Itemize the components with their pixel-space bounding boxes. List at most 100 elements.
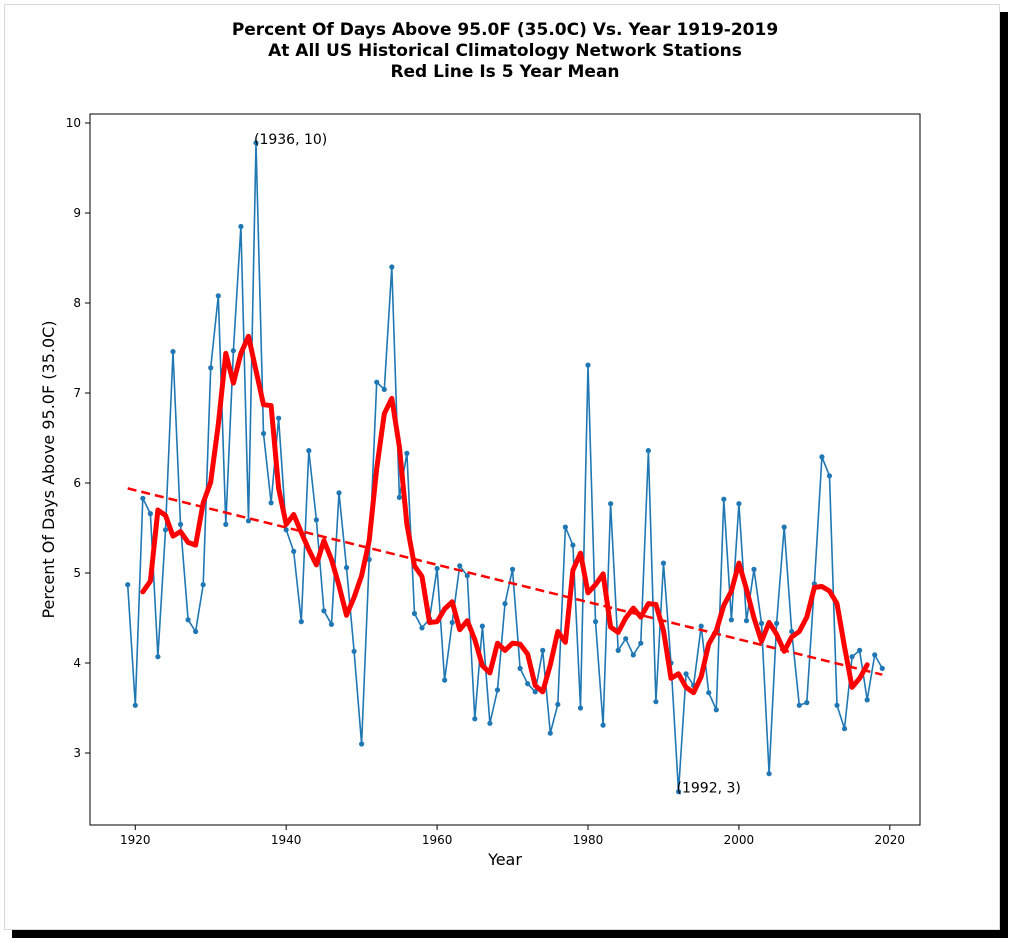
annual-data-point [517, 665, 523, 672]
annual-data-point [442, 677, 448, 683]
annual-data-point [758, 620, 765, 627]
annual-data-point [283, 527, 289, 533]
x-tick-label: 1920 [120, 833, 151, 847]
annual-data-point [706, 690, 712, 696]
annual-data-point [185, 617, 191, 623]
annual-data-point [140, 495, 146, 501]
annual-data-point [457, 563, 463, 569]
annual-data-point [193, 628, 199, 635]
annual-data-point [683, 671, 689, 677]
annual-data-point [223, 521, 229, 528]
annual-data-point [645, 448, 651, 454]
annual-data-point [615, 647, 621, 654]
annual-data-point [525, 681, 531, 687]
trend-line [127, 487, 883, 676]
annual-data-point [879, 665, 885, 672]
annual-data-point [562, 524, 568, 530]
x-tick-label: 2000 [724, 833, 755, 847]
y-tick-label: 10 [66, 116, 81, 130]
annual-data-point [540, 647, 546, 654]
chart-title-line-2: At All US Historical Climatology Network… [268, 41, 742, 61]
annual-data-point [675, 789, 682, 795]
annual-data-point [796, 702, 802, 708]
annotation-label: (1992, 3) [677, 781, 741, 797]
chart-svg: 1920 1940 1960 1980 2000 2020 3 4 5 6 7 8 9 10 Year P… [39, 113, 921, 869]
annual-data-point [313, 517, 319, 523]
annual-data-point [502, 601, 508, 607]
annual-data-point [291, 548, 297, 555]
y-tick-label: 9 [73, 206, 81, 220]
annual-data-point [547, 730, 553, 736]
annual-data-point [713, 707, 719, 713]
annual-data-point [479, 623, 485, 629]
x-tick-label: 1980 [573, 833, 604, 847]
annual-data-point [555, 701, 561, 708]
chart-title: Percent Of Days Above 95.0F (35.0C) Vs. … [0, 20, 1010, 83]
annual-data-point [857, 647, 863, 654]
annual-data-point [381, 386, 387, 392]
annual-data-point [872, 652, 878, 658]
annual-data-point [826, 473, 833, 479]
annual-data-point [600, 722, 606, 728]
annual-data-point [834, 702, 840, 708]
annual-data-point [653, 699, 659, 705]
annotation-label: (1936, 10) [254, 132, 327, 148]
annual-data-point [789, 628, 795, 635]
annual-data-point [155, 654, 161, 660]
annual-data-point [208, 365, 214, 371]
y-axis-label: Percent Of Days Above 95.0F (35.0C) [39, 320, 58, 618]
annual-data-point [328, 621, 335, 627]
annual-data-point [577, 705, 584, 711]
annual-data-point [434, 565, 440, 572]
annual-data-point [736, 501, 742, 507]
annual-data-point [819, 454, 825, 460]
annual-data-point [298, 619, 304, 625]
annual-data-point [260, 430, 267, 437]
annual-data-point [464, 573, 470, 579]
annual-data-point [268, 500, 274, 506]
annual-data-point [608, 501, 614, 507]
annual-data-point [245, 518, 252, 524]
x-tick-label: 1940 [271, 833, 302, 847]
annual-data-point [177, 521, 184, 528]
annual-data-point [487, 720, 493, 726]
annual-data-point [509, 566, 516, 573]
annual-series-line [126, 142, 883, 793]
five-year-mean-line [140, 333, 870, 696]
annual-data-point [374, 379, 380, 385]
annual-data-point [638, 640, 644, 646]
annual-data-point [743, 618, 750, 624]
plot-marks [125, 140, 885, 795]
annual-data-point [585, 362, 591, 368]
y-tick-label: 6 [73, 476, 81, 490]
annual-data-point [721, 496, 727, 502]
plot-area-frame [89, 113, 921, 826]
annual-data-point [336, 490, 342, 496]
chart-title-line-1: Percent Of Days Above 95.0F (35.0C) Vs. … [231, 20, 779, 40]
annual-data-point [781, 524, 787, 530]
annual-data-point [253, 140, 259, 146]
annual-data-point [864, 697, 870, 703]
annual-data-point [570, 542, 576, 548]
annual-data-point [751, 566, 757, 573]
annual-data-point [660, 560, 667, 566]
annual-data-point [766, 771, 772, 777]
annual-data-point [592, 619, 599, 625]
annual-data-point [147, 510, 153, 517]
annual-data-point [215, 293, 221, 299]
annual-data-point [359, 741, 365, 747]
y-tick-label: 7 [73, 386, 81, 400]
annual-data-point [230, 348, 236, 354]
annual-data-point [396, 494, 402, 500]
annual-data-point [419, 625, 425, 631]
chart-title-line-3: Red Line Is 5 Year Mean [390, 62, 620, 82]
annual-data-point [728, 617, 734, 623]
axes: 1920 1940 1960 1980 2000 2020 3 4 5 6 7 8 9 10 [66, 116, 905, 847]
annual-data-point [389, 264, 395, 270]
annual-data-point [841, 726, 848, 732]
annual-data-point [532, 689, 538, 695]
annual-data-point [125, 582, 131, 588]
y-tick-label: 8 [73, 296, 81, 310]
annual-data-point [162, 527, 169, 533]
annual-data-point [351, 648, 357, 654]
